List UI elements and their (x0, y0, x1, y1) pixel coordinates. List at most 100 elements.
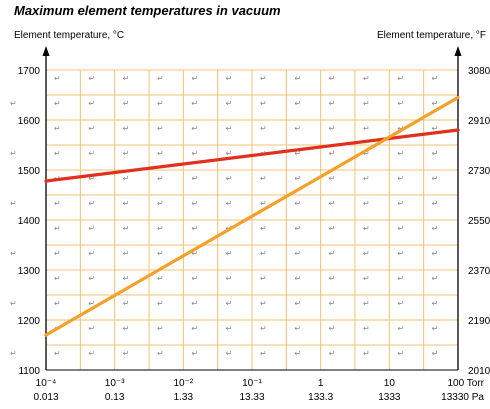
paragraph-mark: ↵ (191, 224, 198, 233)
paragraph-mark: ↵ (10, 99, 17, 108)
paragraph-mark: ↵ (260, 74, 267, 83)
paragraph-mark: ↵ (157, 324, 164, 333)
paragraph-mark: ↵ (363, 174, 370, 183)
paragraph-mark: ↵ (294, 224, 301, 233)
paragraph-mark: ↵ (191, 324, 198, 333)
paragraph-mark: ↵ (54, 74, 61, 83)
y-tick-right: 2550 (468, 216, 490, 227)
paragraph-mark: ↵ (397, 99, 404, 108)
paragraph-mark: ↵ (191, 149, 198, 158)
paragraph-mark: ↵ (294, 199, 301, 208)
paragraph-mark: ↵ (226, 99, 233, 108)
paragraph-mark: ↵ (54, 299, 61, 308)
paragraph-mark: ↵ (226, 124, 233, 133)
paragraph-mark: ↵ (123, 274, 130, 283)
paragraph-mark: ↵ (123, 299, 130, 308)
paragraph-mark: ↵ (10, 149, 17, 158)
paragraph-mark: ↵ (432, 174, 439, 183)
paragraph-mark: ↵ (157, 149, 164, 158)
y-tick-left: 1100 (18, 366, 40, 377)
paragraph-mark: ↵ (226, 249, 233, 258)
paragraph-mark: ↵ (88, 274, 95, 283)
paragraph-mark: ↵ (363, 149, 370, 158)
paragraph-mark: ↵ (88, 324, 95, 333)
paragraph-mark: ↵ (363, 274, 370, 283)
paragraph-mark: ↵ (226, 324, 233, 333)
x-tick-pa: 13.33 (239, 392, 264, 403)
paragraph-mark: ↵ (123, 224, 130, 233)
paragraph-mark: ↵ (226, 274, 233, 283)
paragraph-mark: ↵ (123, 174, 130, 183)
paragraph-mark: ↵ (54, 199, 61, 208)
paragraph-mark: ↵ (226, 149, 233, 158)
paragraph-mark: ↵ (226, 199, 233, 208)
paragraph-marks: ↵ ↵ ↵ ↵ ↵ ↵ ↵ ↵ ↵ ↵ ↵ ↵ ↵ ↵ ↵ ↵ ↵ ↵ ↵ ↵ ↵ ↵ ↵ ↵ ↵ ↵ ↵ ↵ ↵ ↵ ↵ ↵ ↵ ↵ ↵ ↵ ↵ ↵ ↵ ↵… (10, 74, 438, 358)
paragraph-mark: ↵ (157, 199, 164, 208)
paragraph-mark: ↵ (157, 74, 164, 83)
y-tick-right: 2910 (468, 116, 490, 127)
paragraph-mark: ↵ (54, 99, 61, 108)
x-tick-torr: 10⁻² (173, 378, 193, 389)
paragraph-mark: ↵ (329, 124, 336, 133)
paragraph-mark: ↵ (191, 124, 198, 133)
paragraph-mark: ↵ (191, 199, 198, 208)
paragraph-mark: ↵ (432, 349, 439, 358)
paragraph-mark: ↵ (260, 224, 267, 233)
paragraph-mark: ↵ (88, 174, 95, 183)
paragraph-mark: ↵ (363, 349, 370, 358)
paragraph-mark: ↵ (363, 199, 370, 208)
paragraph-mark: ↵ (329, 274, 336, 283)
paragraph-mark: ↵ (260, 249, 267, 258)
paragraph-mark: ↵ (123, 199, 130, 208)
paragraph-mark: ↵ (397, 224, 404, 233)
paragraph-mark: ↵ (54, 224, 61, 233)
paragraph-mark: ↵ (260, 99, 267, 108)
paragraph-mark: ↵ (54, 349, 61, 358)
y-tick-right: 3080 (468, 66, 490, 77)
paragraph-mark: ↵ (363, 249, 370, 258)
paragraph-mark: ↵ (260, 124, 267, 133)
paragraph-mark: ↵ (329, 299, 336, 308)
paragraph-mark: ↵ (397, 74, 404, 83)
paragraph-mark: ↵ (397, 174, 404, 183)
y-axis-left-arrow-icon (42, 46, 50, 56)
paragraph-mark: ↵ (123, 149, 130, 158)
paragraph-mark: ↵ (432, 149, 439, 158)
x-tick-pa: 1333 (378, 392, 401, 403)
paragraph-mark: ↵ (294, 174, 301, 183)
paragraph-mark: ↵ (191, 99, 198, 108)
paragraph-mark: ↵ (123, 74, 130, 83)
paragraph-mark: ↵ (294, 249, 301, 258)
x-tick-torr: 10 (384, 378, 396, 389)
paragraph-mark: ↵ (157, 249, 164, 258)
paragraph-mark: ↵ (226, 174, 233, 183)
paragraph-mark: ↵ (157, 174, 164, 183)
paragraph-mark: ↵ (157, 124, 164, 133)
paragraph-mark: ↵ (363, 324, 370, 333)
y-tick-right: 2370 (468, 266, 490, 277)
x-tick-pa: 0.13 (105, 392, 125, 403)
paragraph-mark: ↵ (397, 249, 404, 258)
series-group (44, 95, 460, 337)
paragraph-mark: ↵ (329, 99, 336, 108)
paragraph-mark: ↵ (123, 324, 130, 333)
paragraph-mark: ↵ (294, 149, 301, 158)
paragraph-mark: ↵ (88, 349, 95, 358)
paragraph-mark: ↵ (329, 224, 336, 233)
paragraph-mark: ↵ (191, 249, 198, 258)
paragraph-mark: ↵ (226, 349, 233, 358)
paragraph-mark: ↵ (54, 249, 61, 258)
paragraph-mark: ↵ (88, 199, 95, 208)
paragraph-mark: ↵ (88, 99, 95, 108)
y-axis-label-left: Element temperature, °C (14, 30, 124, 41)
paragraph-mark: ↵ (191, 274, 198, 283)
paragraph-mark: ↵ (329, 199, 336, 208)
paragraph-mark: ↵ (157, 299, 164, 308)
paragraph-mark: ↵ (432, 274, 439, 283)
y-tick-right: 2730 (468, 166, 490, 177)
paragraph-mark: ↵ (397, 324, 404, 333)
x-tick-pa: 13330 Pa (441, 392, 484, 403)
x-tick-pa: 0.013 (33, 392, 58, 403)
y-tick-left: 1700 (18, 66, 41, 77)
paragraph-mark: ↵ (432, 299, 439, 308)
